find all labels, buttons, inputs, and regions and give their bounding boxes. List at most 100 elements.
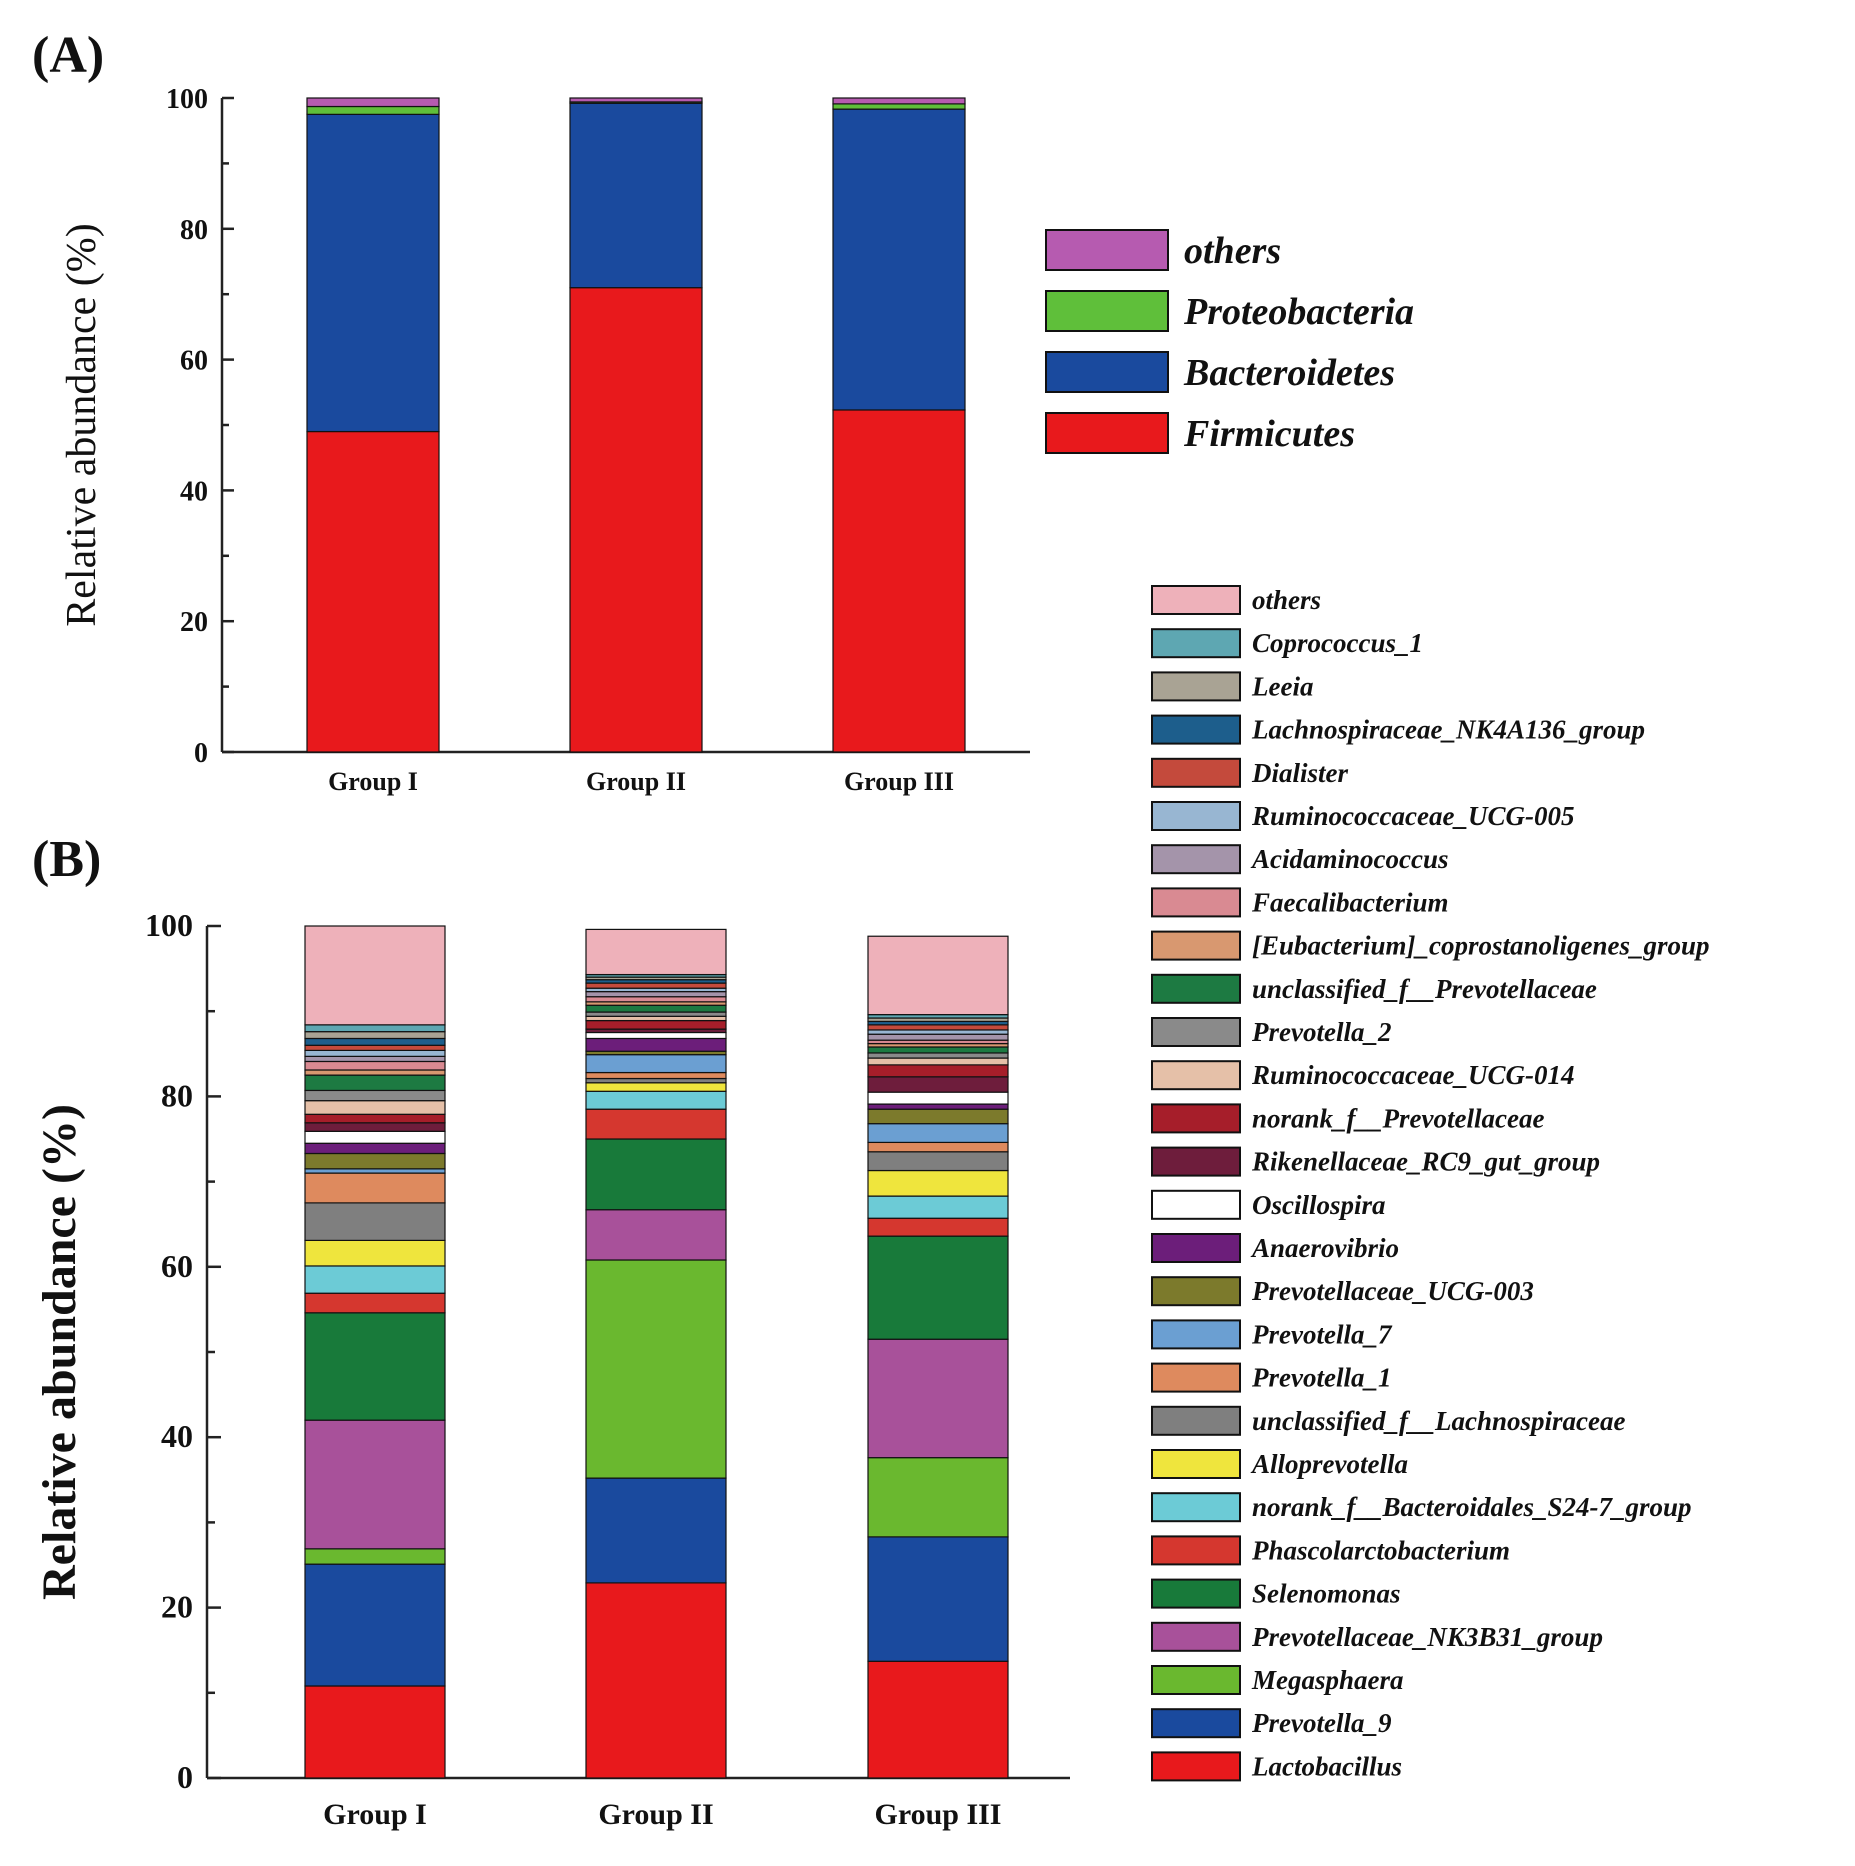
- bar-a-2-others: [569, 97, 703, 103]
- legend-label-b-selenomonas: Selenomonas: [1252, 1579, 1401, 1609]
- bar-b-3-unclassified-f-prevotellaceae: [867, 1046, 1009, 1054]
- legend-swatch-b-prevotellaceae-nk3b31-group: [1151, 1621, 1241, 1652]
- legend-label-b-ruminococcaceae-ucg-005: Ruminococcaceae_UCG-005: [1251, 801, 1574, 831]
- bar-b-3-prevotella-1: [867, 1141, 1009, 1153]
- legend-swatch-b-faecalibacterium: [1151, 887, 1241, 918]
- y-tick-label-b-80: 80: [161, 1077, 193, 1113]
- bar-b-2-alloprevotella: [585, 1082, 727, 1092]
- bar-b-2-prevotella-7: [585, 1054, 727, 1074]
- legend-swatch-b-norank-f-bacteroidales-s24-7-group: [1151, 1492, 1241, 1523]
- y-tick-label-a-20: 20: [180, 607, 208, 638]
- y-axis-title-a: Relative abundance (%): [59, 223, 105, 626]
- legend-swatch-a-others: [1045, 229, 1169, 271]
- legend-swatch-b-others: [1151, 585, 1241, 615]
- legend-label-b-rikenellaceae-rc9-gut-group: Rikenellaceae_RC9_gut_group: [1251, 1147, 1600, 1177]
- bar-b-2-dialister: [585, 982, 727, 989]
- legend-swatch-b-oscillospira: [1151, 1189, 1241, 1220]
- y-axis-title-b: Relative abundance (%): [33, 1104, 86, 1600]
- legend-label-b-alloprevotella: Alloprevotella: [1250, 1449, 1408, 1479]
- x-category-label-b-3: Group III: [874, 1798, 1001, 1831]
- legend-swatch-b-leeia: [1151, 671, 1241, 702]
- x-category-label-a-3: Group III: [844, 767, 954, 796]
- legend-swatch-b-lactobacillus: [1151, 1751, 1241, 1782]
- bar-b-3-norank-f-bacteroidales-s24-7-group: [867, 1195, 1009, 1219]
- bar-a-3-others: [832, 97, 966, 105]
- y-tick-label-a-80: 80: [180, 215, 208, 246]
- bar-b-1-phascolarctobacterium: [304, 1292, 446, 1314]
- legend-label-b-leeia: Leeia: [1251, 671, 1313, 701]
- legend-label-b-unclassified-f-lachnospiraceae: unclassified_f__Lachnospiraceae: [1252, 1406, 1625, 1436]
- legend-swatch-b-coprococcus-1: [1151, 628, 1241, 659]
- legend-swatch-b-prevotella-7: [1151, 1319, 1241, 1350]
- y-tick-label-b-100: 100: [145, 907, 193, 943]
- bar-b-2-anaerovibrio: [585, 1037, 727, 1052]
- bar-b-1-coprococcus-1: [304, 1024, 446, 1033]
- bar-b-1--eubacterium-coprostanoligenes-group: [304, 1069, 446, 1076]
- legend-swatch-b-prevotella-2: [1151, 1017, 1241, 1047]
- legend-label-b-prevotella-1: Prevotella_1: [1251, 1363, 1391, 1393]
- bar-a-3-firmicutes: [832, 409, 966, 753]
- bar-b-1-prevotellaceae-ucg-003: [304, 1152, 446, 1170]
- legend-swatch-b--eubacterium-coprostanoligenes-group: [1151, 930, 1241, 961]
- bar-b-3-dialister: [867, 1024, 1009, 1031]
- bar-b-1-lactobacillus: [304, 1685, 446, 1779]
- legend-swatch-b-prevotella-9: [1151, 1708, 1241, 1739]
- bar-b-1-oscillospira: [304, 1130, 446, 1144]
- bar-b-3-others: [867, 935, 1009, 1016]
- bar-b-3-alloprevotella: [867, 1169, 1009, 1197]
- bar-b-1-prevotellaceae-nk3b31-group: [304, 1419, 446, 1550]
- legend-a: others Proteobacteria Bacteroidetes Firmicu…: [1045, 229, 1414, 455]
- bar-b-2-selenomonas: [585, 1138, 727, 1211]
- bar-b-1-prevotella-2: [304, 1089, 446, 1102]
- bar-b-3-phascolarctobacterium: [867, 1217, 1009, 1237]
- bar-b-1-acidaminococcus: [304, 1055, 446, 1063]
- bar-a-1-bacteroidetes: [306, 113, 440, 433]
- bar-b-1-prevotella-1: [304, 1172, 446, 1204]
- bar-b-1-prevotella-7: [304, 1168, 446, 1174]
- legend-label-b-faecalibacterium: Faecalibacterium: [1251, 887, 1448, 917]
- bar-b-1-unclassified-f-lachnospiraceae: [304, 1202, 446, 1241]
- legend-swatch-b-lachnospiraceae-nk4a136-group: [1151, 714, 1241, 745]
- bar-b-2-oscillospira: [585, 1031, 727, 1040]
- bar-b-3-prevotellaceae-ucg-003: [867, 1108, 1009, 1125]
- bar-b-2-norank-f-prevotellaceae: [585, 1019, 727, 1030]
- bar-a-3-proteobacteria: [832, 103, 966, 110]
- bar-b-1-leeia: [304, 1031, 446, 1040]
- panel-b-label: (B): [32, 831, 101, 888]
- legend-swatch-b-norank-f-prevotellaceae: [1151, 1103, 1241, 1134]
- legend-swatch-b-alloprevotella: [1151, 1449, 1241, 1479]
- legend-label-a-others: others: [1184, 230, 1281, 272]
- bar-b-1-megasphaera: [304, 1548, 446, 1565]
- bar-b-3-anaerovibrio: [867, 1103, 1009, 1110]
- legend-label-b-megasphaera: Megasphaera: [1251, 1665, 1404, 1695]
- bar-b-1-ruminococcaceae-ucg-014: [304, 1100, 446, 1115]
- legend-label-a-firmicutes: Firmicutes: [1183, 413, 1355, 455]
- legend-label-b-prevotellaceae-ucg-003: Prevotellaceae_UCG-003: [1251, 1276, 1534, 1306]
- legend-label-b-norank-f-prevotellaceae: norank_f__Prevotellaceae: [1252, 1103, 1544, 1133]
- bar-a-2-bacteroidetes: [569, 102, 703, 289]
- legend-swatch-b-rikenellaceae-rc9-gut-group: [1151, 1146, 1241, 1177]
- bar-b-3-acidaminococcus: [867, 1033, 1009, 1041]
- y-tick-label-b-60: 60: [161, 1248, 193, 1284]
- bar-b-2-phascolarctobacterium: [585, 1108, 727, 1140]
- legend-label-b-lactobacillus: Lactobacillus: [1251, 1751, 1402, 1781]
- legend-swatch-b-phascolarctobacterium: [1151, 1535, 1241, 1566]
- bar-b-3-prevotellaceae-nk3b31-group: [867, 1338, 1009, 1459]
- y-tick-label-a-100: 100: [166, 84, 208, 115]
- legend-label-b-coprococcus-1: Coprococcus_1: [1252, 628, 1423, 658]
- bar-b-2-faecalibacterium: [585, 996, 727, 1003]
- bar-b-2-ruminococcaceae-ucg-014: [585, 1015, 727, 1022]
- legend-swatch-b-anaerovibrio: [1151, 1233, 1241, 1263]
- x-category-label-b-2: Group II: [598, 1798, 713, 1831]
- bar-b-2-acidaminococcus: [585, 991, 727, 998]
- bar-b-1-lachnospiraceae-nk4a136-group: [304, 1037, 446, 1046]
- bar-b-1-ruminococcaceae-ucg-005: [304, 1049, 446, 1057]
- legend-label-b--eubacterium-coprostanoligenes-group: [Eubacterium]_coprostanoligenes_group: [1252, 931, 1710, 961]
- bar-b-3-prevotella-2: [867, 1052, 1009, 1059]
- bar-b-1-anaerovibrio: [304, 1142, 446, 1155]
- legend-label-a-proteobacteria: Proteobacteria: [1183, 291, 1414, 333]
- bar-b-1-unclassified-f-prevotellaceae: [304, 1074, 446, 1092]
- legend-swatch-b-dialister: [1151, 757, 1241, 788]
- bar-a-1-proteobacteria: [306, 105, 440, 115]
- y-tick-label-a-0: 0: [194, 738, 208, 769]
